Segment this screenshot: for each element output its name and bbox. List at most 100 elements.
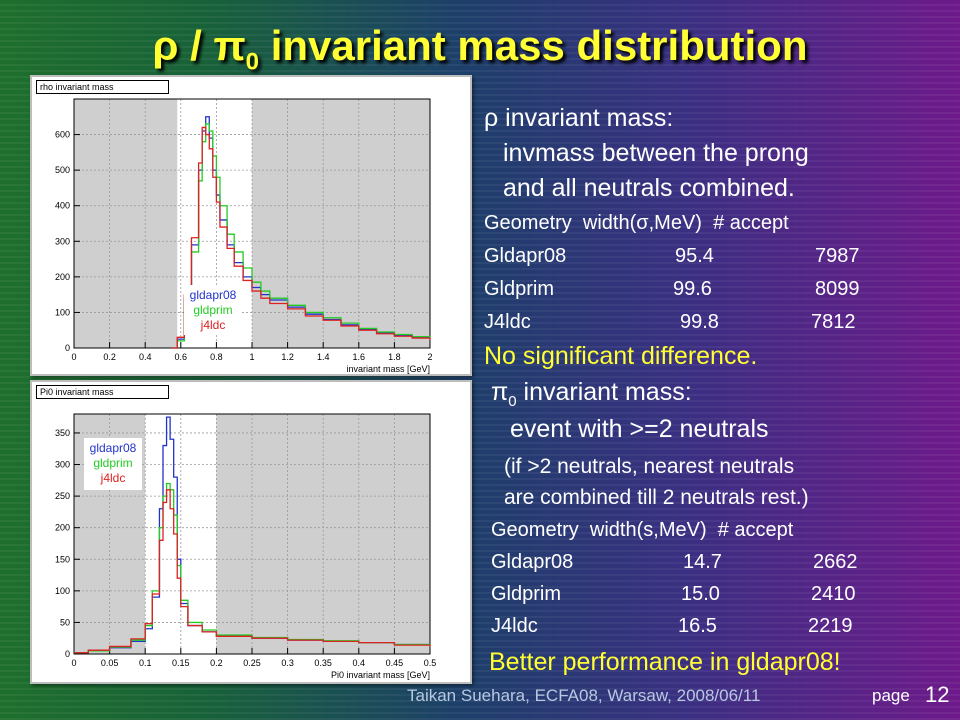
title-pi-subscript: 0: [245, 48, 260, 76]
pi0-y-tick-label: 350: [55, 428, 70, 438]
pi0-y-tick-label: 50: [60, 617, 70, 627]
pi0-row-accept: 2219: [808, 615, 853, 637]
footer-page-label: page: [872, 686, 910, 705]
rho-x-tick-label: 2: [427, 352, 432, 362]
rho-conclusion: No significant difference.: [484, 342, 758, 370]
pi0-row-geom: J4ldc: [491, 615, 538, 637]
pi0-heading: π0 invariant mass:: [491, 378, 692, 410]
pi0-row-width: 15.0: [681, 583, 720, 605]
pi0-y-tick-label: 250: [55, 491, 70, 501]
rho-x-tick-label: 0.4: [139, 352, 152, 362]
rho-row-accept: 7987: [815, 245, 860, 267]
rho-x-tick-label: 1.6: [353, 352, 366, 362]
pi0-x-tick-label: 0.35: [314, 658, 332, 668]
pi0-desc-line3: are combined till 2 neutrals rest.): [504, 486, 809, 509]
pi0-heading-text: invariant mass:: [516, 378, 692, 406]
pi0-x-tick-label: 0.05: [101, 658, 119, 668]
rho-heading-symbol: ρ: [484, 104, 499, 132]
pi0-y-tick-label: 300: [55, 460, 70, 470]
title-rho-symbol: ρ: [152, 22, 179, 69]
pi0-x-axis-label: Pi0 invariant mass [GeV]: [331, 670, 430, 680]
footer-page-number: 12: [925, 682, 950, 707]
rho-row-width: 99.6: [673, 278, 712, 300]
rho-x-tick-label: 1.4: [317, 352, 330, 362]
rho-x-axis-label: invariant mass [GeV]: [346, 364, 430, 374]
pi0-desc-line2: (if >2 neutrals, nearest neutrals: [504, 455, 795, 478]
rho-histogram-panel: 0 0.2 0.4 0.6 0.8 1 1.2 1.4 1.6 1.8 2 0 100 200 300 400…: [30, 75, 472, 376]
rho-legend-gldapr08: gldapr08: [190, 288, 237, 302]
rho-row-width: 99.8: [680, 311, 719, 333]
rho-y-tick-label: 400: [55, 201, 70, 211]
rho-y-tick-label: 600: [55, 130, 70, 140]
rho-y-tick-label: 0: [65, 343, 70, 353]
pi0-row-accept: 2410: [811, 583, 856, 605]
pi0-x-tick-label: 0.2: [210, 658, 223, 668]
pi0-x-tick-label: 0.25: [243, 658, 261, 668]
rho-series-j4ldc: [171, 126, 431, 349]
rho-heading-text: invariant mass:: [498, 104, 674, 132]
pi0-x-tick-label: 0.15: [172, 658, 190, 668]
slide-title: ρ / π0 invariant mass distribution: [0, 22, 960, 76]
pi0-row-geom: Gldapr08: [491, 551, 574, 573]
pi0-x-tick-label: 0.3: [281, 658, 294, 668]
footer-credit: Taikan Suehara, ECFA08, Warsaw, 2008/06/…: [407, 686, 761, 705]
pi0-y-tick-label: 100: [55, 586, 70, 596]
rho-row-geom: J4ldc: [484, 311, 531, 333]
pi0-legend-box: [84, 438, 142, 490]
rho-x-tick-label: 1: [249, 352, 254, 362]
pi0-plot-name: Pi0 invariant mass: [36, 385, 169, 399]
rho-row-geom: Gldprim: [484, 278, 555, 300]
pi0-histogram-panel: 0 0.05 0.1 0.15 0.2 0.25 0.3 0.35 0.4 0.45 0.5 0 50 1…: [30, 380, 472, 684]
pi0-x-tick-label: 0: [71, 658, 76, 668]
pi0-conclusion: Better performance in gldapr08!: [489, 648, 841, 676]
pi0-table-header: Geometry width(s,MeV) # accept: [491, 519, 794, 541]
rho-row-accept: 8099: [815, 278, 860, 300]
pi0-row-width: 14.7: [683, 551, 722, 573]
rho-histogram-svg: 0 0.2 0.4 0.6 0.8 1 1.2 1.4 1.6 1.8 2 0 100 200 300 400…: [55, 98, 433, 374]
rho-heading: ρ invariant mass:: [484, 104, 673, 133]
rho-legend-box: [184, 285, 242, 335]
pi0-x-tick-label: 0.1: [139, 658, 152, 668]
rho-y-tick-label: 300: [55, 236, 70, 246]
title-rest: invariant mass distribution: [259, 22, 808, 69]
rho-x-tick-label: 0.8: [210, 352, 223, 362]
rho-desc-line1: invmass between the prong: [503, 139, 809, 167]
rho-x-tick-label: 1.2: [281, 352, 294, 362]
title-pi-symbol: π: [213, 22, 246, 69]
rho-table-header: Geometry width(σ,MeV) # accept: [484, 212, 789, 234]
rho-row-width: 95.4: [675, 245, 714, 267]
pi0-series-j4ldc: [74, 489, 431, 654]
pi0-x-tick-label: 0.5: [424, 658, 437, 668]
pi0-legend-gldprim: gldprim: [93, 456, 132, 470]
pi0-heading-symbol: π: [491, 378, 509, 406]
rho-legend-gldprim: gldprim: [193, 303, 232, 317]
rho-desc-line2: and all neutrals combined.: [503, 174, 795, 202]
pi0-desc-line1: event with >=2 neutrals: [510, 415, 769, 443]
rho-shade-left: [74, 99, 178, 348]
pi0-row-geom: Gldprim: [491, 583, 562, 605]
rho-x-tick-label: 0.2: [103, 352, 116, 362]
rho-y-tick-label: 200: [55, 272, 70, 282]
pi0-heading-subscript: 0: [508, 393, 517, 410]
rho-shade-right: [252, 99, 430, 348]
rho-legend-j4ldc: j4ldc: [200, 318, 226, 332]
pi0-x-tick-label: 0.4: [353, 658, 366, 668]
rho-row-accept: 7812: [811, 311, 856, 333]
pi0-histogram-svg: 0 0.05 0.1 0.15 0.2 0.25 0.3 0.35 0.4 0.45 0.5 0 50 1…: [55, 413, 437, 680]
pi0-row-width: 16.5: [678, 615, 717, 637]
rho-x-tick-label: 0.6: [175, 352, 188, 362]
rho-y-tick-label: 100: [55, 307, 70, 317]
rho-y-tick-label: 500: [55, 165, 70, 175]
pi0-y-tick-label: 0: [65, 649, 70, 659]
pi0-legend-j4ldc: j4ldc: [100, 471, 126, 485]
pi0-row-accept: 2662: [813, 551, 858, 573]
pi0-y-tick-label: 150: [55, 554, 70, 564]
pi0-legend-gldapr08: gldapr08: [90, 441, 137, 455]
rho-row-geom: Gldapr08: [484, 245, 567, 267]
rho-x-tick-label: 0: [71, 352, 76, 362]
title-slash: /: [178, 22, 214, 69]
pi0-x-tick-label: 0.45: [386, 658, 404, 668]
pi0-y-tick-label: 200: [55, 523, 70, 533]
rho-plot-name: rho invariant mass: [36, 80, 169, 94]
rho-x-tick-label: 1.8: [388, 352, 401, 362]
